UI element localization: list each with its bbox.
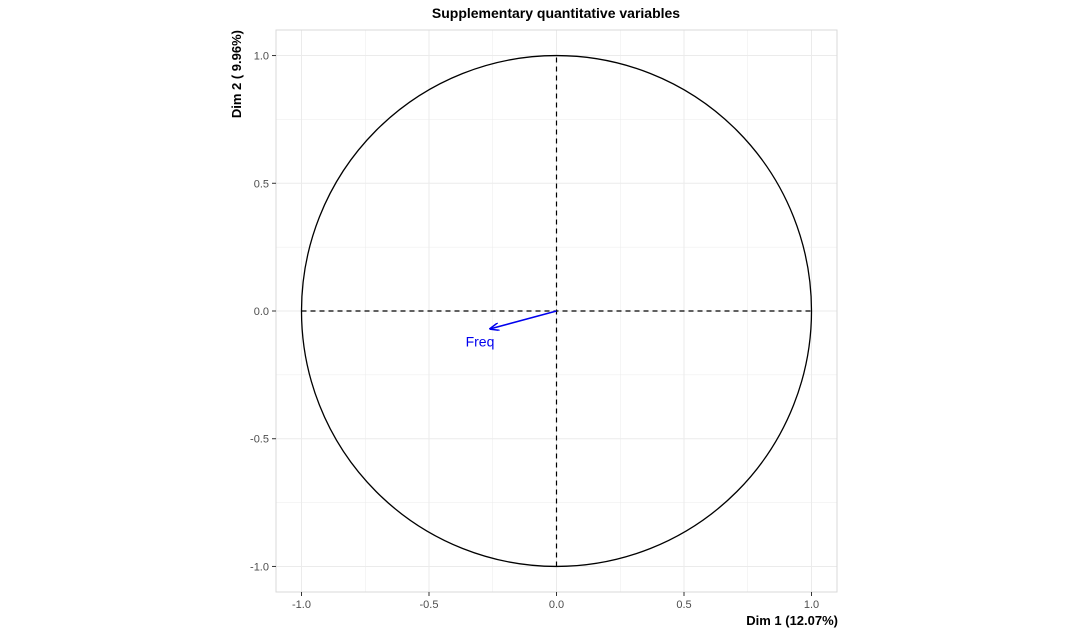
y-axis-label: Dim 2 ( 9.96%) — [229, 30, 244, 118]
x-tick-label: 0.5 — [676, 599, 691, 611]
x-tick-label: 0.0 — [549, 599, 564, 611]
chart-title: Supplementary quantitative variables — [432, 5, 680, 21]
x-axis-label: Dim 1 (12.07%) — [746, 613, 838, 628]
y-axis-ticks: -1.0 -0.5 0.0 0.5 1.0 — [250, 51, 276, 573]
arrow-freq — [490, 310, 557, 329]
x-tick-label: -0.5 — [420, 599, 439, 611]
arrow-label-freq: Freq — [466, 334, 495, 350]
unit-circle — [300, 54, 813, 568]
y-tick-label: -1.0 — [250, 561, 269, 573]
x-axis-ticks: -1.0 -0.5 0.0 0.5 1.0 — [292, 592, 819, 611]
y-tick-label: 0.5 — [254, 178, 269, 190]
y-tick-label: 1.0 — [254, 51, 269, 63]
x-tick-label: -1.0 — [292, 599, 311, 611]
variable-arrows: Freq — [466, 310, 557, 350]
x-tick-label: 1.0 — [804, 599, 819, 611]
y-tick-label: 0.0 — [254, 306, 269, 318]
y-tick-label: -0.5 — [250, 434, 269, 446]
